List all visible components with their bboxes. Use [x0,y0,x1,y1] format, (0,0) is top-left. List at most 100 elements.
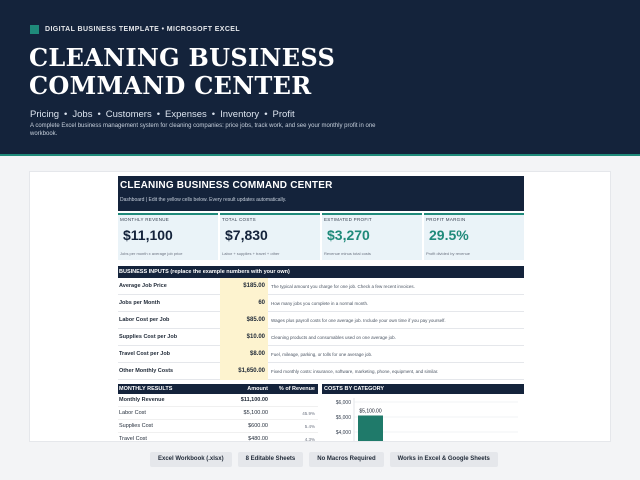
hero-description: A complete Excel business management sys… [30,123,376,137]
title-line-1: CLEANING BUSINESS [29,43,336,72]
chart-bar [358,415,383,441]
kpi-note: Labor + supplies + travel + other [222,251,280,256]
kpi-label: TOTAL COSTS [222,217,256,222]
kpi-label: PROFIT MARGIN [426,217,466,222]
costs-chart-plot: $6,000 $5,000 $4,000 $5,100.00 [336,398,518,441]
input-row: Average Job Price $185.00 The typical am… [118,277,524,295]
feature-expenses: Expenses [165,109,207,120]
results-header-amount: Amount [247,386,268,392]
input-label: Travel Cost per Job [119,351,171,357]
input-row: Jobs per Month 60 How many jobs you comp… [118,294,524,312]
kpi-estimated-profit: ESTIMATED PROFIT $3,270 Revenue minus to… [322,213,422,260]
result-pct: 45.9% [302,411,315,416]
kpi-value: $3,270 [327,227,370,243]
bullet-separator: • [264,109,268,120]
title-line-2: COMMAND CENTER [29,71,312,100]
input-hint: Cleaning products and consumables used o… [271,334,396,340]
bullet-separator: • [97,109,101,120]
kpi-monthly-revenue: MONTHLY REVENUE $11,100 Jobs per month x… [118,213,218,260]
tag-file-format: Excel Workbook (.xlsx) [150,452,232,467]
results-section: MONTHLY RESULTS Amount % of Revenue Mont… [118,384,524,442]
sheet-subtitle: Dashboard | Edit the yellow cells below.… [120,197,287,203]
eyebrow: DIGITAL BUSINESS TEMPLATE • MICROSOFT EX… [30,25,240,34]
y-tick-label: $4,000 [336,430,352,436]
input-row: Other Monthly Costs $1,650.00 Fixed mont… [118,362,524,380]
result-pct [268,394,318,406]
input-row: Supplies Cost per Job $10.00 Cleaning pr… [118,328,524,346]
kpi-label: MONTHLY REVENUE [120,217,170,222]
y-tick-label: $5,000 [336,415,352,421]
input-label: Jobs per Month [119,300,160,306]
kpi-total-costs: TOTAL COSTS $7,830 Labor + supplies + tr… [220,213,320,260]
kpi-note: Profit divided by revenue [426,251,471,256]
table-row: Supplies Cost $600.00 5.4% [118,420,318,433]
result-label: Monthly Revenue [119,397,165,403]
kpi-value: $11,100 [123,227,173,243]
input-cell[interactable]: $1,650.00 [220,362,268,380]
result-pct: 5.4% [304,424,315,429]
kpi-value: $7,830 [225,227,268,243]
input-label: Supplies Cost per Job [119,334,178,340]
input-hint: Fixed monthly costs: insurance, software… [271,368,439,374]
table-row: Monthly Revenue $11,100.00 [118,394,318,407]
input-hint: The typical amount you charge for one jo… [271,283,415,289]
kpi-value: 29.5% [429,227,469,243]
eyebrow-text: DIGITAL BUSINESS TEMPLATE • MICROSOFT EX… [45,26,241,33]
results-header-pct: % of Revenue [278,386,315,392]
inputs-header: BUSINESS INPUTS (replace the example num… [118,266,524,278]
chart-title: COSTS BY CATEGORY [322,384,524,394]
results-header: MONTHLY RESULTS Amount % of Revenue [118,384,318,394]
tag-compatibility: Works in Excel & Google Sheets [389,452,498,467]
result-label: Supplies Cost [119,423,153,429]
sheet-banner: CLEANING BUSINESS COMMAND CENTER Dashboa… [118,176,524,211]
input-cell[interactable]: $10.00 [220,328,268,346]
input-label: Average Job Price [119,283,167,289]
feature-profit: Profit [272,109,295,120]
feature-tags: Excel Workbook (.xlsx) 8 Editable Sheets… [150,452,498,467]
input-hint: How many jobs you complete in a normal m… [271,300,369,306]
result-label: Labor Cost [119,410,146,416]
input-hint: Fuel, mileage, parking, or tolls for one… [271,351,373,357]
kpi-note: Jobs per month x average job price [120,251,183,256]
bullet-separator: • [64,109,68,120]
input-cell[interactable]: 60 [220,294,268,312]
dashboard-sheet: CLEANING BUSINESS COMMAND CENTER Dashboa… [118,176,524,442]
input-cell[interactable]: $85.00 [220,311,268,329]
input-label: Labor Cost per Job [119,317,170,323]
feature-pricing: Pricing [30,109,60,120]
input-cell[interactable]: $185.00 [220,277,268,295]
bar-data-label: $5,100.00 [359,409,381,415]
y-tick-label: $6,000 [336,400,352,406]
sheet-title: CLEANING BUSINESS COMMAND CENTER [120,180,333,191]
kpi-note: Revenue minus total costs [324,251,371,256]
page-title: CLEANING BUSINESS COMMAND CENTER [29,44,449,100]
tag-no-macros: No Macros Required [309,452,384,467]
bullet-separator: • [211,109,216,120]
table-row: Labor Cost $5,100.00 45.9% [118,407,318,420]
result-amount: $5,100.00 [243,410,268,416]
workbook-preview: CLEANING BUSINESS COMMAND CENTER Dashboa… [29,171,611,442]
tag-sheet-count: 8 Editable Sheets [237,452,304,467]
result-amount: $600.00 [248,423,268,429]
input-cell[interactable]: $8.00 [220,345,268,363]
input-row: Labor Cost per Job $85.00 Wages plus pay… [118,311,524,329]
bullet-separator: • [156,109,161,120]
kpi-label: ESTIMATED PROFIT [324,217,372,222]
result-pct: 4.3% [304,437,315,442]
input-row: Travel Cost per Job $8.00 Fuel, mileage,… [118,345,524,363]
input-hint: Wages plus payroll costs for one average… [271,317,446,323]
input-label: Other Monthly Costs [119,368,174,374]
kpi-profit-margin: PROFIT MARGIN 29.5% Profit divided by re… [424,213,524,260]
costs-chart: COSTS BY CATEGORY $6,000 $5,000 $4,000 $5,1… [322,384,524,441]
result-amount: $480.00 [248,436,268,442]
feature-jobs: Jobs [72,109,93,120]
results-header-label: MONTHLY RESULTS [119,386,173,392]
kpi-row: MONTHLY REVENUE $11,100 Jobs per month x… [118,213,524,260]
result-amount: $11,100.00 [240,397,268,403]
result-label: Travel Cost [119,436,147,442]
monthly-results-table: MONTHLY RESULTS Amount % of Revenue Mont… [118,384,318,442]
hero-banner: DIGITAL BUSINESS TEMPLATE • MICROSOFT EX… [0,0,640,156]
feature-inventory: Inventory [220,109,260,120]
inputs-table: Average Job Price $185.00 The typical am… [118,277,524,380]
table-row: Travel Cost $480.00 4.3% [118,433,318,442]
